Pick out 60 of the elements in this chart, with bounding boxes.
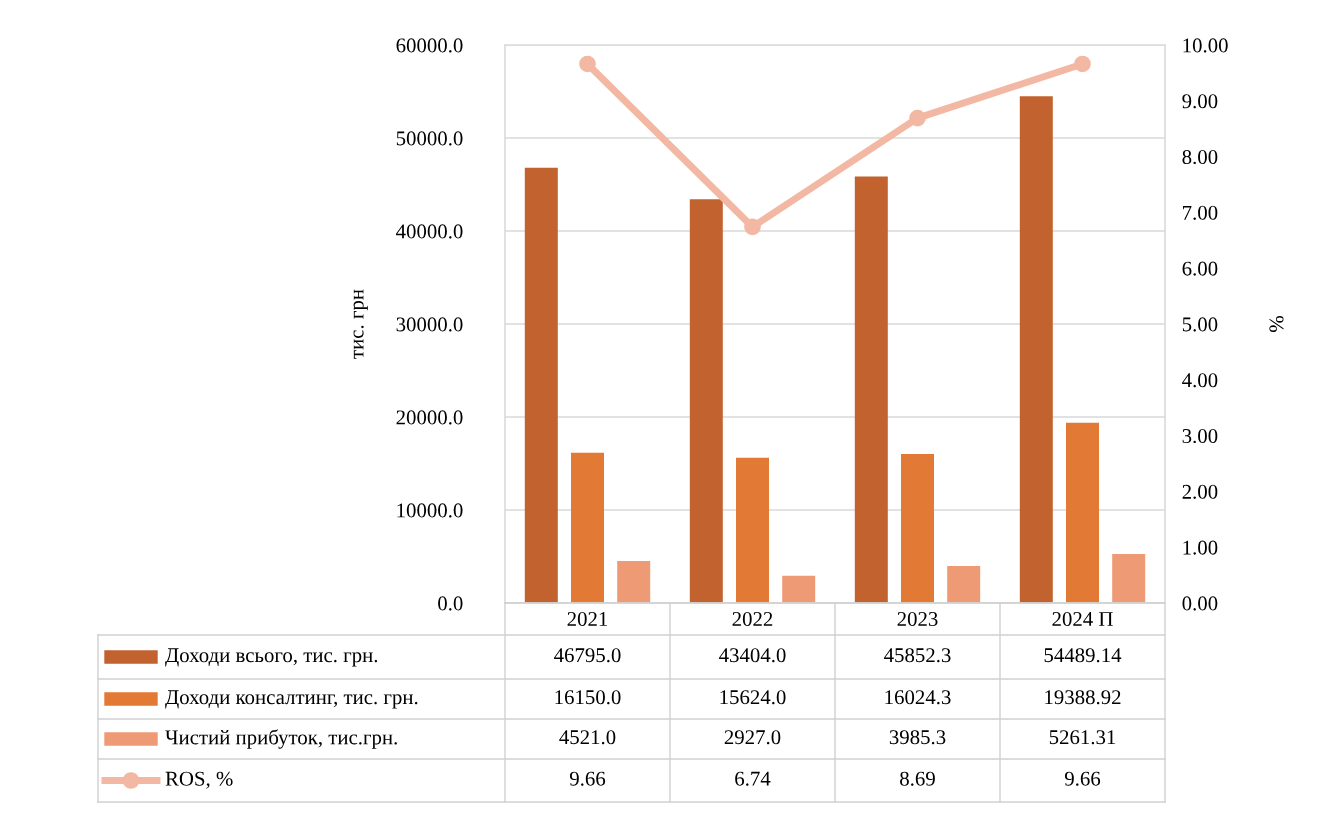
data-label: 5261.31 [1049, 730, 1116, 745]
data-label: 46795.0 [554, 648, 621, 663]
y-tick-label: 10000.0 [397, 503, 463, 518]
data-label: 54489.14 [1044, 648, 1122, 663]
data-label: 19388.92 [1045, 690, 1121, 705]
point [579, 55, 596, 73]
legend-label: Доходи всього, тис. грн. [165, 648, 378, 667]
data-label: 45852.3 [884, 648, 951, 663]
data-label: 43404.0 [719, 648, 786, 663]
bar [571, 452, 604, 603]
bar [1019, 96, 1053, 603]
point [1074, 55, 1091, 73]
point [909, 109, 926, 127]
bar [1112, 554, 1146, 603]
bar [901, 453, 934, 603]
y-tick-label: 30000.0 [396, 317, 463, 332]
data-label: 8.69 [900, 771, 935, 786]
data-label: 16024.3 [885, 690, 951, 705]
y-tick-label: 20000.0 [396, 410, 463, 425]
x-tick-label: 2021 [567, 611, 608, 626]
x-tick-label: 2023 [897, 611, 938, 626]
data-label: 3985.3 [889, 730, 946, 745]
bar [689, 199, 723, 603]
y2-tick-label: 2.00 [1182, 484, 1218, 499]
bar [1066, 422, 1099, 603]
bar [617, 560, 651, 603]
y2-tick-label: 4.00 [1182, 373, 1218, 388]
y-tick-label: 40000.0 [396, 224, 463, 239]
y2-tick-label: 10.00 [1183, 38, 1228, 53]
y2-tick-label: 1.00 [1183, 540, 1218, 555]
y-axis-title: тис. грн [353, 289, 368, 359]
data-label: 6.74 [735, 771, 771, 786]
y2-axis-title: % [1269, 316, 1284, 332]
bar [524, 167, 558, 603]
data-label: 4521.0 [559, 730, 616, 745]
y2-tick-label: 9.00 [1182, 94, 1218, 109]
y2-tick-label: 0.00 [1182, 596, 1218, 611]
data-label: 2927.0 [724, 730, 781, 745]
bar [736, 457, 769, 603]
y2-tick-label: 6.00 [1182, 261, 1218, 276]
y-tick-label: 50000.0 [396, 131, 463, 146]
y2-tick-label: 5.00 [1182, 317, 1218, 332]
x-tick-label: 2022 [732, 611, 773, 626]
point [744, 218, 761, 236]
y-tick-label: 60000.0 [396, 38, 463, 53]
bar [947, 565, 981, 603]
y-tick-label: 0.0 [438, 596, 463, 611]
data-label: 9.66 [1064, 771, 1101, 786]
data-label: 9.66 [569, 771, 606, 786]
data-label: 15624.0 [720, 690, 786, 705]
y2-tick-label: 3.00 [1182, 428, 1218, 444]
y2-tick-label: 7.00 [1183, 205, 1218, 220]
bar [782, 575, 816, 603]
legend-label: ROS, % [165, 771, 233, 789]
y2-tick-label: 8.00 [1182, 149, 1218, 165]
x-tick-label: 2024 П [1052, 611, 1113, 626]
legend-label: Доходи консалтинг, тис. грн. [165, 690, 418, 709]
data-label: 16150.0 [555, 690, 621, 705]
legend-label: Чистий прибуток, тис.грн. [165, 729, 397, 749]
bar [854, 176, 888, 603]
